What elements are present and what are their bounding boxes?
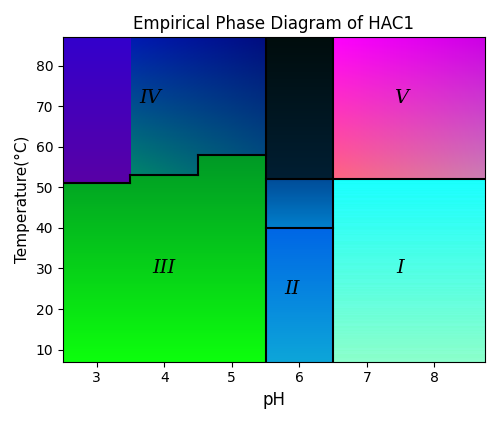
Y-axis label: Temperature(°C): Temperature(°C) (15, 136, 30, 263)
Text: II: II (285, 280, 300, 298)
X-axis label: pH: pH (262, 391, 285, 409)
Text: III: III (152, 259, 176, 277)
Text: I: I (396, 259, 404, 277)
Title: Empirical Phase Diagram of HAC1: Empirical Phase Diagram of HAC1 (134, 15, 414, 33)
Text: IV: IV (140, 89, 162, 107)
Text: V: V (394, 89, 407, 107)
